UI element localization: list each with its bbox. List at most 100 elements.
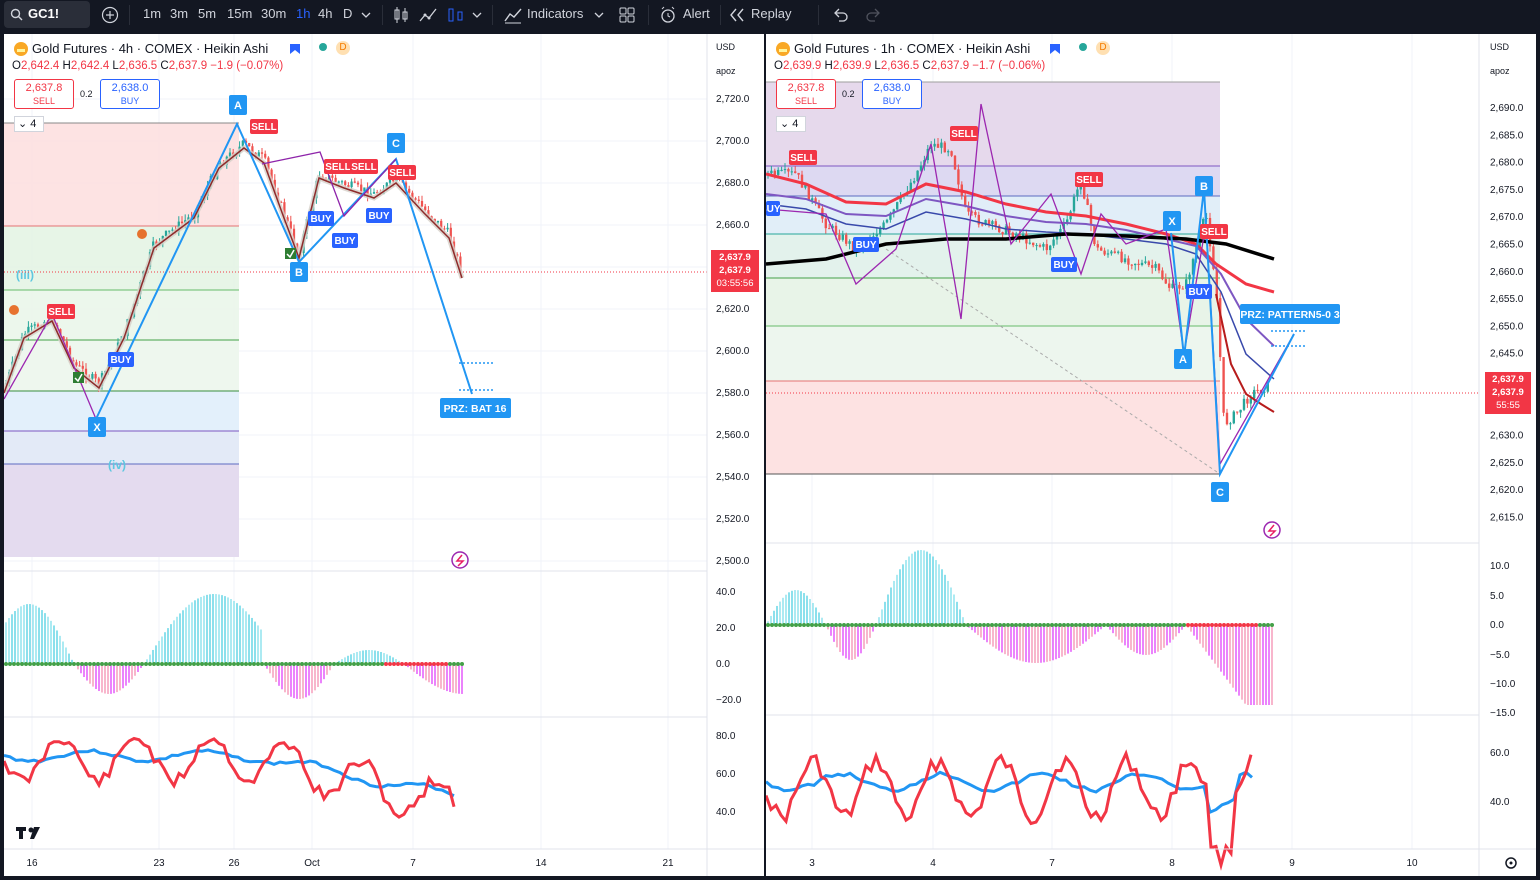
osc-zero-dot (1046, 623, 1050, 627)
symbol-label: GC1! (28, 6, 60, 21)
candle-body (180, 221, 184, 223)
chevron-down-icon[interactable] (594, 11, 604, 19)
candle-body (896, 202, 899, 210)
lightning-icon[interactable] (451, 551, 469, 569)
replay-icon[interactable] (729, 8, 745, 22)
candle-body (970, 211, 974, 213)
candle-body (1178, 284, 1181, 289)
candle-body (260, 152, 264, 154)
candle-body (344, 181, 347, 186)
indicator-group-toggle[interactable]: ⌄ 4 (14, 116, 44, 132)
osc-zero-dot (168, 662, 172, 666)
price-tick-label: 2,655.0 (1490, 294, 1524, 305)
signal-sell: SELL (789, 150, 817, 165)
osc-zero-dot (92, 662, 96, 666)
indicator-group-toggle[interactable]: ⌄ 4 (776, 116, 806, 132)
osc-zero-dot (152, 662, 156, 666)
osc-zero-dot (1122, 623, 1126, 627)
osc-zero-dot (320, 662, 324, 666)
osc-zero-dot (814, 623, 818, 627)
candles-icon[interactable] (393, 6, 409, 24)
osc-zero-dot (1238, 623, 1242, 627)
interval-5m[interactable]: 5m (198, 6, 217, 21)
svg-text:SELL: SELL (351, 162, 377, 173)
interval-1m[interactable]: 1m (143, 6, 162, 21)
left-chart-pane[interactable]: X A B C PRZ: BAT 16 (iii) (iv) SELL BUY … (4, 34, 764, 876)
interval-1h-active[interactable]: 1h (296, 6, 311, 21)
scale-mode-label[interactable]: apoz (1490, 66, 1510, 76)
candle-body (1164, 279, 1167, 284)
time-tick-label: Oct (304, 858, 320, 869)
flag-icon[interactable] (1049, 43, 1061, 55)
symbol-search-box[interactable]: GC1! (4, 1, 90, 28)
settings-gear-icon[interactable] (1505, 857, 1517, 869)
interval-d[interactable]: D (343, 6, 353, 21)
alert-button[interactable]: Alert (683, 6, 710, 21)
svg-text:BUY: BUY (334, 236, 355, 247)
scale-mode-label[interactable]: apoz (716, 66, 736, 76)
osc-zero-dot (934, 623, 938, 627)
signal-sell: SELL (250, 119, 278, 134)
interval-15m[interactable]: 15m (227, 6, 253, 21)
flag-icon[interactable] (289, 43, 301, 55)
sell-button[interactable]: 2,637.8 SELL (776, 79, 836, 109)
osc-zero-dot (264, 662, 268, 666)
osc-zero-dot (296, 662, 300, 666)
osc-zero-dot (308, 662, 312, 666)
add-symbol-icon[interactable] (101, 6, 119, 24)
osc-zero-dot (148, 662, 152, 666)
osc-zero-dot (1246, 623, 1250, 627)
osc-zero-dot (288, 662, 292, 666)
svg-text:BUY: BUY (1053, 260, 1074, 271)
left-chart-title: Gold Futures · 4h · COMEX · Heikin Ashi (32, 41, 269, 56)
candle-body (1137, 263, 1140, 265)
currency-label[interactable]: USD (716, 42, 736, 52)
interval-3m[interactable]: 3m (170, 6, 189, 21)
indicators-icon[interactable] (504, 6, 522, 24)
osc-zero-dot (1066, 623, 1070, 627)
currency-label[interactable]: USD (1490, 42, 1510, 52)
candle-body (187, 217, 190, 221)
undo-icon[interactable] (832, 7, 848, 23)
candle-body (824, 218, 827, 229)
candle-body (78, 365, 81, 367)
chevron-down-icon[interactable] (472, 11, 482, 19)
candle-body (804, 184, 807, 188)
candle-body (1103, 250, 1106, 255)
interval-30m[interactable]: 30m (261, 6, 287, 21)
bars-icon[interactable] (447, 6, 465, 24)
osc-zero-dot (954, 623, 958, 627)
layout-icon[interactable] (618, 6, 636, 24)
candle-body (360, 184, 363, 192)
sell-button[interactable]: 2,637.8 SELL (14, 79, 74, 109)
right-oscillator (766, 550, 1274, 705)
lightning-icon[interactable] (1263, 521, 1281, 539)
right-chart-canvas[interactable]: X A B C PRZ: PATTERN5-0 3 SELL SELL SELL… (766, 34, 1536, 876)
buy-button[interactable]: 2,638.0 BUY (862, 79, 922, 109)
left-chart-canvas[interactable]: X A B C PRZ: BAT 16 (iii) (iv) SELL BUY … (4, 34, 764, 876)
alert-icon[interactable] (659, 6, 677, 24)
line-icon[interactable] (419, 6, 437, 24)
osc-zero-dot (1118, 623, 1122, 627)
candle-body (1062, 222, 1065, 229)
candle-body (331, 175, 334, 178)
osc-zero-dot (770, 623, 774, 627)
redo-icon[interactable] (866, 7, 882, 23)
indicators-button[interactable]: Indicators (527, 6, 584, 21)
candle-body (408, 188, 411, 193)
interval-4h[interactable]: 4h (318, 6, 333, 21)
buy-button[interactable]: 2,638.0 BUY (100, 79, 160, 109)
right-chart-pane[interactable]: X A B C PRZ: PATTERN5-0 3 SELL SELL SELL… (766, 34, 1536, 876)
candle-body (1100, 247, 1103, 251)
replay-button[interactable]: Replay (751, 6, 792, 21)
last-price-badge: 2,637.9 2,637.9 55:55 (1485, 372, 1531, 414)
osc-zero-dot (1058, 623, 1062, 627)
osc-zero-dot (408, 662, 412, 666)
time-tick-label: 16 (26, 858, 38, 869)
osc-zero-dot (778, 623, 782, 627)
osc-zero-dot (878, 623, 882, 627)
candle-body (814, 198, 817, 203)
candle-body (1246, 398, 1249, 404)
osc-tick-label: −10.0 (1490, 679, 1516, 690)
chevron-down-icon[interactable] (361, 11, 371, 19)
